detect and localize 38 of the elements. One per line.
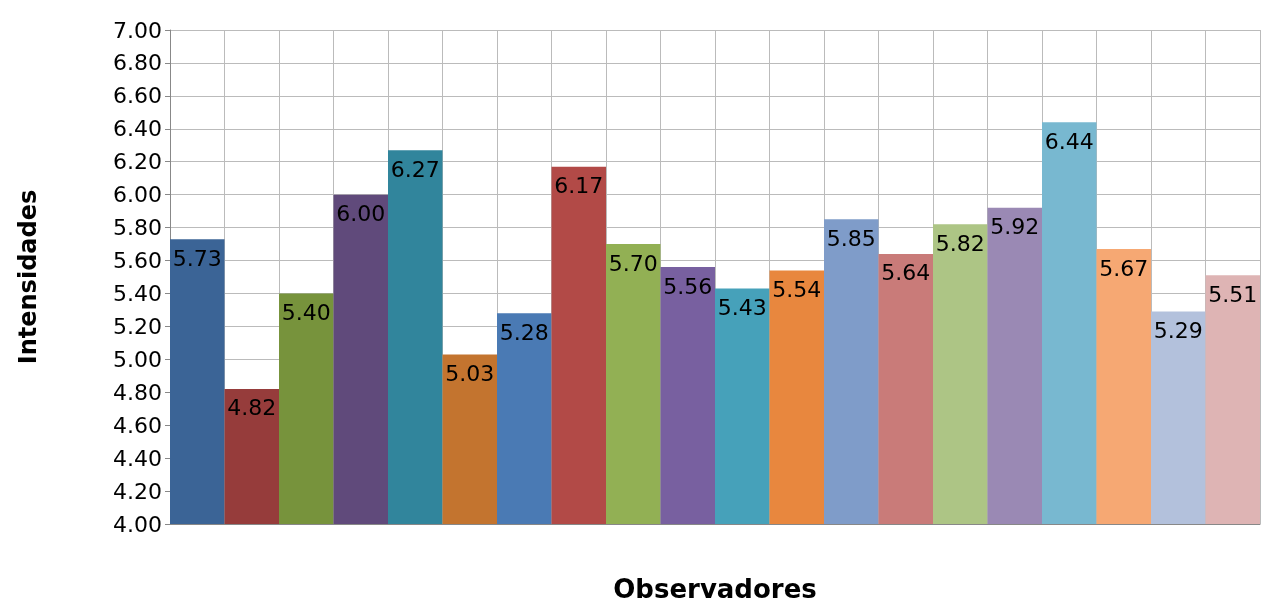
data-label: 5.82 <box>935 230 985 256</box>
y-tick-label: 6.00 <box>113 182 162 208</box>
data-label: 5.67 <box>1099 255 1149 281</box>
data-label: 5.40 <box>281 299 331 325</box>
y-axis-title: Intensidades <box>14 189 42 365</box>
data-label: 5.92 <box>990 214 1040 240</box>
data-label: 4.82 <box>227 395 277 421</box>
data-label: 5.56 <box>663 273 713 299</box>
data-label: 5.43 <box>717 295 767 321</box>
y-tick-label: 5.20 <box>113 313 162 339</box>
data-label: 5.54 <box>772 276 822 302</box>
y-tick-label: 5.60 <box>113 248 162 274</box>
y-tick-label: 7.00 <box>113 17 162 43</box>
y-tick-label: 5.00 <box>113 346 162 372</box>
y-tick-label: 6.60 <box>113 83 162 109</box>
y-tick-label: 6.80 <box>113 50 162 76</box>
y-tick-label: 5.80 <box>113 215 162 241</box>
data-label: 5.28 <box>499 319 549 345</box>
y-tick-label: 6.40 <box>113 116 162 142</box>
y-tick-label: 4.20 <box>113 478 162 504</box>
data-label: 5.29 <box>1153 318 1203 344</box>
y-tick-label: 5.40 <box>113 280 162 306</box>
data-label: 5.51 <box>1208 281 1258 307</box>
data-label: 6.44 <box>1044 128 1094 154</box>
data-label: 5.85 <box>826 225 876 251</box>
y-tick-label: 6.20 <box>113 149 162 175</box>
data-label: 6.27 <box>390 156 440 182</box>
data-label: 6.00 <box>336 201 386 227</box>
data-label: 5.03 <box>445 360 495 386</box>
y-tick-label: 4.60 <box>113 412 162 438</box>
y-tick-label: 4.40 <box>113 445 162 471</box>
data-label: 6.17 <box>554 173 604 199</box>
data-label: 5.73 <box>172 245 222 271</box>
y-tick-label: 4.00 <box>113 511 162 537</box>
data-label: 5.64 <box>881 260 931 286</box>
data-label: 5.70 <box>608 250 658 276</box>
x-axis-title: Observadores <box>613 574 817 604</box>
y-tick-label: 4.80 <box>113 379 162 405</box>
